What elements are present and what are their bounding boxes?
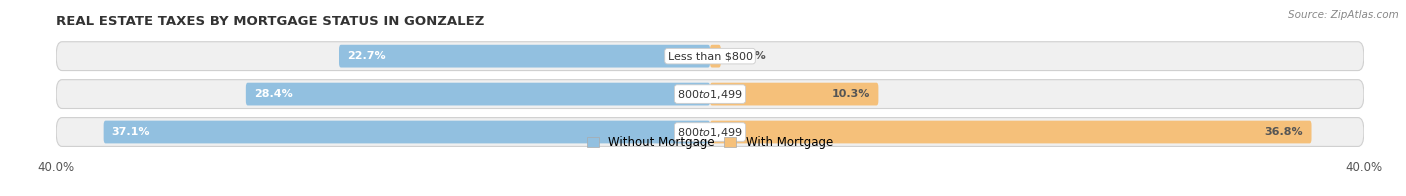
- FancyBboxPatch shape: [339, 45, 710, 68]
- FancyBboxPatch shape: [710, 45, 721, 68]
- FancyBboxPatch shape: [56, 118, 1364, 146]
- Text: 37.1%: 37.1%: [112, 127, 150, 137]
- Text: 22.7%: 22.7%: [347, 51, 385, 61]
- Legend: Without Mortgage, With Mortgage: Without Mortgage, With Mortgage: [588, 136, 832, 149]
- FancyBboxPatch shape: [710, 121, 1312, 143]
- Text: Less than $800: Less than $800: [668, 51, 752, 61]
- Text: Source: ZipAtlas.com: Source: ZipAtlas.com: [1288, 10, 1399, 20]
- FancyBboxPatch shape: [56, 80, 1364, 109]
- Text: $800 to $1,499: $800 to $1,499: [678, 88, 742, 101]
- FancyBboxPatch shape: [710, 83, 879, 105]
- Text: $800 to $1,499: $800 to $1,499: [678, 125, 742, 139]
- Text: 0.66%: 0.66%: [727, 51, 766, 61]
- Text: REAL ESTATE TAXES BY MORTGAGE STATUS IN GONZALEZ: REAL ESTATE TAXES BY MORTGAGE STATUS IN …: [56, 15, 485, 28]
- FancyBboxPatch shape: [104, 121, 710, 143]
- Text: 36.8%: 36.8%: [1265, 127, 1303, 137]
- FancyBboxPatch shape: [246, 83, 710, 105]
- Text: 28.4%: 28.4%: [254, 89, 292, 99]
- FancyBboxPatch shape: [56, 42, 1364, 71]
- Text: 10.3%: 10.3%: [832, 89, 870, 99]
